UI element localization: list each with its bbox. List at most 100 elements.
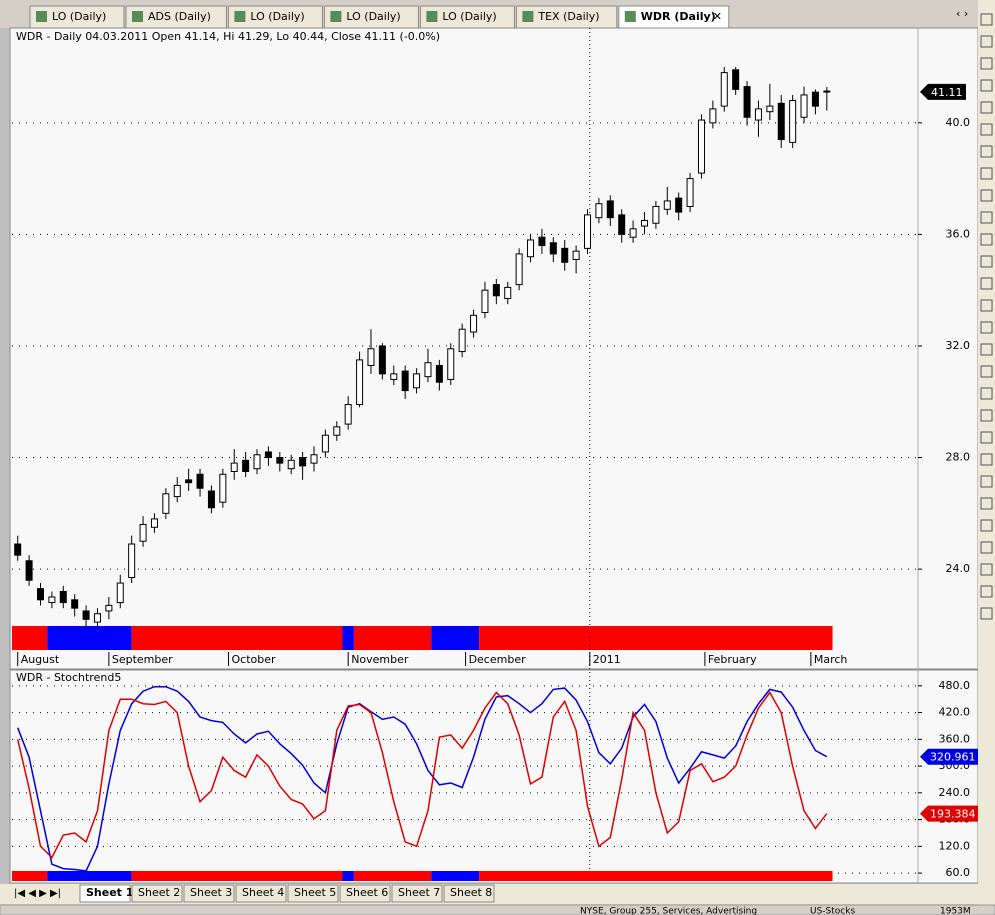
tool-button[interactable] <box>980 409 993 422</box>
trend-ribbon <box>12 626 48 650</box>
tab-label: LO (Daily) <box>250 10 304 23</box>
candle-body <box>59 590 67 604</box>
tab[interactable] <box>618 5 730 29</box>
y-tick-label: 120.0 <box>939 839 971 852</box>
tool-button[interactable] <box>980 475 993 488</box>
tab[interactable] <box>227 5 323 29</box>
candle-body <box>196 473 204 489</box>
last-price-box <box>920 83 966 100</box>
status-text: NYSE, Group 255, Services, Advertising <box>580 907 757 915</box>
tool-button[interactable] <box>980 101 993 114</box>
candle-body <box>504 286 512 300</box>
sheet-nav[interactable]: |◀ ◀ ▶ ▶| <box>14 888 61 899</box>
x-tick-label: August <box>21 653 60 666</box>
tab[interactable] <box>125 5 227 29</box>
price-pane <box>9 27 979 670</box>
sheet-tab[interactable] <box>443 884 495 903</box>
tool-button[interactable] <box>980 321 993 334</box>
sheet-tab[interactable] <box>287 884 339 903</box>
left-strip <box>0 28 10 884</box>
sheet-tab[interactable] <box>339 884 391 903</box>
sheet-label: Sheet 2 <box>138 886 180 899</box>
tool-button[interactable] <box>980 497 993 510</box>
candle-body <box>71 599 79 609</box>
tool-button[interactable] <box>980 79 993 92</box>
tool-button[interactable] <box>980 541 993 554</box>
sheet-tab[interactable] <box>131 884 183 903</box>
candle-body <box>618 214 626 235</box>
trend-ribbon <box>479 871 833 881</box>
tool-button[interactable] <box>980 277 993 290</box>
tool-button[interactable] <box>980 189 993 202</box>
candle-body <box>663 200 671 210</box>
tool-button[interactable] <box>980 35 993 48</box>
candle-body <box>572 250 580 261</box>
tab-close[interactable]: ✕ <box>713 10 722 23</box>
tab-icon <box>234 11 246 22</box>
sheet-tab[interactable] <box>79 884 131 903</box>
sheet-label: Sheet 8 <box>450 886 492 899</box>
candle-body <box>652 206 660 224</box>
tool-button[interactable] <box>980 57 993 70</box>
candle-body <box>606 200 614 219</box>
candle-body <box>185 479 193 484</box>
last-value-label: 320.961 <box>930 751 976 764</box>
trend-ribbon <box>131 626 343 650</box>
tool-button[interactable] <box>980 365 993 378</box>
tab[interactable] <box>323 5 419 29</box>
sheet-tab[interactable] <box>235 884 287 903</box>
x-tick-label: November <box>351 653 409 666</box>
candle-body <box>230 462 238 472</box>
x-tick-label: March <box>814 653 848 666</box>
tab[interactable] <box>29 5 125 29</box>
candle-body <box>435 364 443 383</box>
trend-ribbon <box>353 871 432 881</box>
y-tick-label: 60.0 <box>946 866 971 879</box>
trend-ribbon <box>431 626 480 650</box>
trend-ribbon <box>342 626 354 650</box>
tool-button[interactable] <box>980 519 993 532</box>
tool-button[interactable] <box>980 211 993 224</box>
candle-body <box>264 451 272 459</box>
candle-body <box>424 362 432 378</box>
scroll-arrows[interactable]: ‹ › <box>956 7 968 20</box>
candle-body <box>800 94 808 118</box>
tool-button[interactable] <box>980 167 993 180</box>
tool-button[interactable] <box>980 585 993 598</box>
tab[interactable] <box>419 5 515 29</box>
y-tick-label: 32.0 <box>946 339 971 352</box>
right-toolbar[interactable] <box>978 0 995 905</box>
candle-body <box>344 404 352 425</box>
tab-icon <box>624 11 636 22</box>
y-tick-label: 420.0 <box>939 706 971 719</box>
tool-button[interactable] <box>980 13 993 26</box>
tool-button[interactable] <box>980 387 993 400</box>
trend-ribbon <box>353 626 432 650</box>
sheet-tab[interactable] <box>391 884 443 903</box>
tool-button[interactable] <box>980 607 993 620</box>
candle-body <box>549 242 557 255</box>
tool-button[interactable] <box>980 255 993 268</box>
candle-body <box>276 457 284 464</box>
tool-button[interactable] <box>980 431 993 444</box>
status-bar <box>0 904 995 915</box>
tool-button[interactable] <box>980 453 993 466</box>
tool-button[interactable] <box>980 299 993 312</box>
tab[interactable] <box>515 5 618 29</box>
tool-button[interactable] <box>980 343 993 356</box>
sheet-tab[interactable] <box>183 884 235 903</box>
y-tick-label: 480.0 <box>939 679 971 692</box>
tool-button[interactable] <box>980 563 993 576</box>
candle-body <box>538 236 546 247</box>
candle-body <box>14 543 22 556</box>
candle-body <box>823 90 831 93</box>
tool-button[interactable] <box>980 123 993 136</box>
tool-button[interactable] <box>980 145 993 158</box>
y-tick-label: 36.0 <box>946 227 971 240</box>
candle-body <box>378 345 386 375</box>
candle-body <box>36 588 44 601</box>
tool-button[interactable] <box>980 233 993 246</box>
x-tick-label: 2011 <box>593 653 621 666</box>
candle-body <box>640 219 648 227</box>
